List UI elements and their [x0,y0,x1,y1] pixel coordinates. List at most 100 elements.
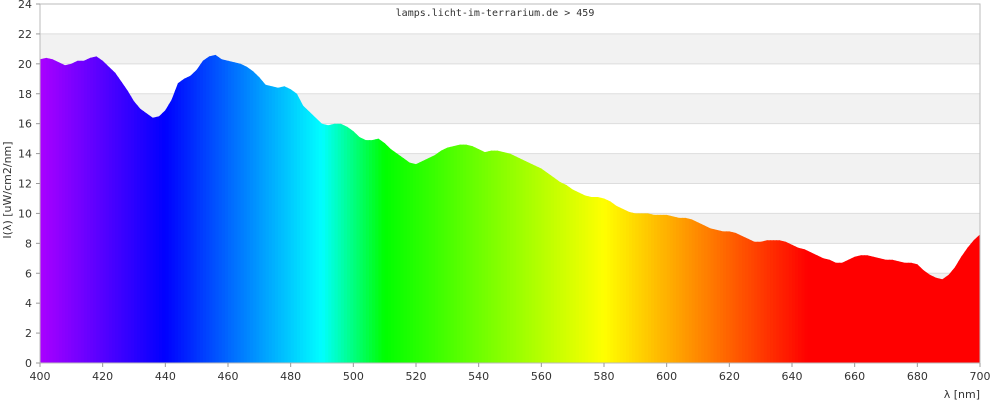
spectrum-strip [575,54,580,363]
spectrum-strip [259,54,264,363]
spectrum-strip [431,54,436,363]
x-tick-label: 640 [782,370,803,383]
spectrum-strip [65,54,69,363]
spectrum-strip [538,54,542,363]
spectrum-strip [77,54,82,363]
spectrum-strip [43,54,47,363]
spectrum-strip [303,54,307,363]
chart-title: lamps.licht-im-terrarium.de > 459 [396,8,595,19]
y-tick-label: 6 [25,267,32,280]
spectrum-strip [184,54,188,363]
spectrum-strip [409,54,414,363]
y-axis-label: I(λ) [uW/cm2/nm] [1,141,14,238]
spectrum-strip [375,54,379,363]
spectrum-strip [531,54,536,363]
spectrum-strip [497,54,502,363]
spectrum-strip [155,54,160,363]
spectrum-strip [90,54,94,363]
spectrum-strip [290,54,295,363]
spectrum-strip [450,54,455,363]
spectrum-strip [165,54,170,363]
grid-band [40,4,980,34]
y-tick-label: 0 [25,357,32,370]
spectrum-strip [600,54,605,363]
y-tick-label: 24 [18,0,32,11]
spectrum-strip [74,54,79,363]
spectrum-strip [550,54,555,363]
spectrum-strip [569,54,574,363]
spectrum-strip [591,54,596,363]
spectrum-strip [447,54,452,363]
spectrum-strip [99,54,104,363]
spectrum-strip [174,54,179,363]
spectrum-strip [604,54,608,363]
spectrum-strip [212,54,217,363]
spectrum-strip [215,54,220,363]
spectrum-strip [387,54,392,363]
y-tick-label: 10 [18,207,32,220]
spectrum-strip [209,54,213,363]
spectrum-strip [444,54,448,363]
x-axis: 400 420 440 460 480 500 520 540 560 580 600 620 640 6… [30,363,991,383]
spectrum-strip [365,54,370,363]
spectrum-strip [296,54,301,363]
spectrum-strip [96,54,101,363]
spectrum-strip [453,54,458,363]
spectrum-strip [271,54,276,363]
spectrum-strip [506,54,511,363]
spectrum-strip [206,54,210,363]
spectrum-strip [121,54,126,363]
spectrum-strip [503,54,508,363]
spectrum-strip [400,54,405,363]
spectrum-strip [193,54,198,363]
x-tick-label: 620 [719,370,740,383]
spectrum-strip [190,54,195,363]
spectrum-strip [256,54,260,363]
spectrum-strip [287,54,292,363]
spectrum-strip [102,54,107,363]
spectrum-strip [224,54,229,363]
spectrum-strip [353,54,358,363]
x-tick-label: 540 [468,370,489,383]
spectrum-strip [325,54,329,363]
spectrum-strip [168,54,173,363]
spectrum-strip [118,54,123,363]
spectrum-strip [328,54,332,363]
spectrum-strip [456,54,461,363]
spectrum-strip [369,54,373,363]
spectrum-strip [422,54,426,363]
spectrum-strip [234,54,238,363]
spectrum-strip [491,54,495,363]
spectrum-strip [240,54,245,363]
spectrum-strip [253,54,257,363]
spectrum-strip [108,54,113,363]
spectrum-strip [228,54,232,363]
spectrum-strip [535,54,539,363]
spectrum-strip [516,54,520,363]
spectrum-strip [484,54,489,363]
spectrum-strip [362,54,367,363]
spectrum-strip [582,54,586,363]
y-tick-label: 2 [25,327,32,340]
spectrum-strip [572,54,577,363]
spectrum-strip [560,54,564,363]
x-tick-label: 500 [343,370,364,383]
spectrum-strip [343,54,348,363]
spectrum-strip [246,54,251,363]
spectrum-strip [419,54,423,363]
spectrum-strip [177,54,182,363]
spectrum-strip [281,54,285,363]
spectrum-strip [390,54,395,363]
spectrum-strip [463,54,467,363]
spectrum-strip [146,54,151,363]
spectrum-strip [249,54,254,363]
spectrum-strip [481,54,486,363]
spectrum-strip [237,54,242,363]
spectrum-strip [93,54,97,363]
spectrum-strip [500,54,505,363]
spectrum-strip [494,54,499,363]
spectrum-strip [372,54,376,363]
spectrum-strip [300,54,304,363]
spectrum-strip [437,54,442,363]
